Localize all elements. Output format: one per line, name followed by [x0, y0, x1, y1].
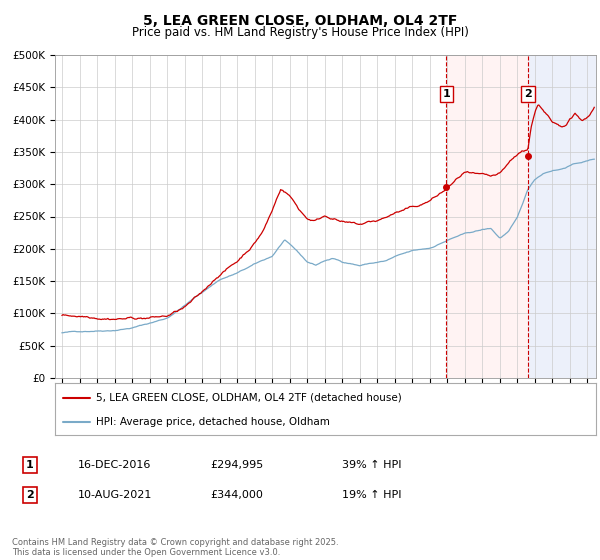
Text: 1: 1 [443, 89, 451, 99]
Text: 2: 2 [26, 490, 34, 500]
Text: 5, LEA GREEN CLOSE, OLDHAM, OL4 2TF (detached house): 5, LEA GREEN CLOSE, OLDHAM, OL4 2TF (det… [95, 393, 401, 403]
Text: Contains HM Land Registry data © Crown copyright and database right 2025.
This d: Contains HM Land Registry data © Crown c… [12, 538, 338, 557]
Text: 10-AUG-2021: 10-AUG-2021 [78, 490, 152, 500]
Text: 39% ↑ HPI: 39% ↑ HPI [342, 460, 401, 470]
Text: 1: 1 [26, 460, 34, 470]
Bar [446, 55, 596, 378]
Text: 19% ↑ HPI: 19% ↑ HPI [342, 490, 401, 500]
Text: £344,000: £344,000 [210, 490, 263, 500]
Text: Price paid vs. HM Land Registry's House Price Index (HPI): Price paid vs. HM Land Registry's House … [131, 26, 469, 39]
Text: £294,995: £294,995 [210, 460, 263, 470]
Text: HPI: Average price, detached house, Oldham: HPI: Average price, detached house, Oldh… [95, 417, 329, 427]
Bar [528, 55, 596, 378]
Text: 5, LEA GREEN CLOSE, OLDHAM, OL4 2TF: 5, LEA GREEN CLOSE, OLDHAM, OL4 2TF [143, 14, 457, 28]
Text: 2: 2 [524, 89, 532, 99]
Text: 16-DEC-2016: 16-DEC-2016 [78, 460, 151, 470]
